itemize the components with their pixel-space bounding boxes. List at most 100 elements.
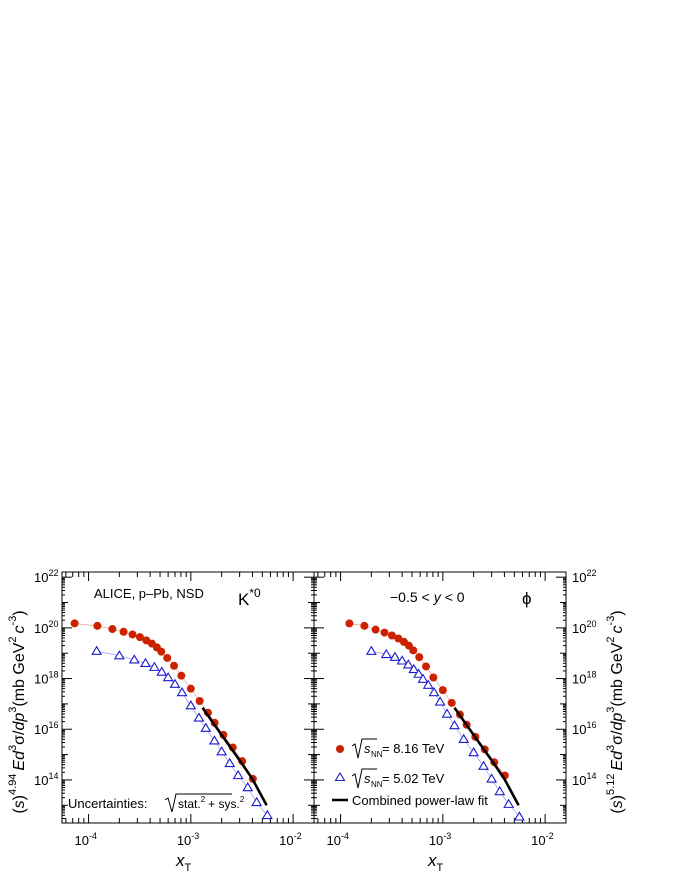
plot-frame-kstar [61, 571, 315, 824]
plot-frame-phi [313, 571, 567, 824]
data-point-5tev-kstar [200, 722, 212, 732]
data-point-5tev-kstar [208, 735, 220, 745]
svg-text:NN: NN [371, 780, 383, 789]
data-point-8tev-kstar [163, 653, 172, 662]
data-point-5tev-kstar [128, 654, 140, 664]
experiment-label: ALICE, p–Pb, NSD [94, 586, 204, 601]
data-point-8tev-kstar [93, 621, 102, 630]
y-tick-label-phi: 1014 [572, 771, 596, 788]
data-point-5tev-phi [494, 785, 506, 796]
svg-text:stat.2+ sys.2: stat.2 + sys.2 [178, 795, 245, 811]
rapidity-label: −0.5 < y < 0 [390, 589, 465, 605]
x-tick-label-kstar: 10-3 [177, 831, 199, 848]
y-tick-label-kstar: 1020 [34, 619, 58, 636]
data-point-5tev-phi [422, 679, 434, 689]
data-point-5tev-phi [468, 747, 480, 757]
data-point-8tev-phi [429, 673, 438, 682]
svg-text:Uncertainties:: Uncertainties: [68, 796, 147, 811]
data-point-5tev-phi [441, 708, 453, 718]
x-tick-label-phi: 10-4 [327, 831, 349, 848]
data-point-8tev-kstar [195, 697, 204, 706]
data-point-8tev-phi [415, 653, 424, 662]
x-axis-title-left: xT [175, 851, 192, 874]
data-point-5tev-phi [486, 773, 498, 783]
data-point-8tev-kstar [135, 633, 144, 642]
legend-marker-8tev [336, 745, 344, 753]
fit-line-kstar [201, 707, 268, 806]
y-axis-title-right: (s)5.12Ed3σ/dp3(mb GeV2c-3) [605, 610, 626, 813]
data-point-8tev-phi [422, 662, 431, 671]
svg-text:Combined power-law fit: Combined power-law fit [352, 793, 488, 808]
data-point-5tev-kstar [232, 769, 244, 780]
x-tick-label-kstar: 10-4 [75, 831, 97, 848]
data-point-5tev-phi [380, 648, 392, 659]
data-point-5tev-kstar [216, 746, 228, 756]
data-point-5tev-kstar [91, 645, 103, 655]
data-point-5tev-kstar [162, 671, 174, 682]
x-tick-label-phi: 10-2 [531, 831, 553, 848]
svg-text:(s)5.12Ed3σ/dp3(mb GeV2c-3): (s)5.12Ed3σ/dp3(mb GeV2c-3) [605, 610, 626, 813]
data-point-5tev-kstar [169, 678, 181, 688]
y-axis-title-left: (s)4.94Ed3σ/dp3(mb GeV2c-3) [7, 610, 28, 813]
legend-entry-fit: Combined power-law fit [332, 793, 488, 808]
panel-kstar: 10-4 10-3 10-2 1014 1016 1018 1020 1022 [34, 568, 315, 848]
data-point-5tev-phi [402, 659, 414, 669]
legend-entry-5tev: s NN = 5.02 TeV [334, 768, 445, 789]
series-line-8tev-kstar [74, 623, 254, 780]
data-point-8tev-kstar [170, 661, 179, 670]
data-point-5tev-phi [434, 696, 446, 706]
data-point-5tev-phi [389, 651, 401, 661]
data-point-8tev-kstar [70, 619, 79, 628]
fit-line-phi [453, 707, 520, 806]
data-point-8tev-phi [345, 619, 354, 628]
svg-text:s: s [364, 741, 371, 756]
data-point-8tev-phi [360, 621, 369, 630]
data-point-8tev-phi [409, 646, 418, 655]
data-point-5tev-kstar [176, 686, 188, 697]
legend-marker-5tev [334, 771, 346, 782]
data-point-5tev-kstar [224, 757, 236, 768]
y-tick-label-phi: 1018 [572, 670, 596, 687]
data-point-8tev-phi [438, 686, 447, 695]
y-tick-label-phi: 1020 [572, 619, 596, 636]
y-tick-label-kstar: 1022 [34, 568, 58, 585]
data-point-8tev-phi [387, 631, 396, 640]
data-point-5tev-kstar [261, 809, 273, 820]
data-point-5tev-phi [417, 673, 429, 683]
data-point-5tev-kstar [139, 657, 151, 667]
legend: s NN = 8.16 TeV s NN = 5.02 TeV Combined… [332, 738, 488, 808]
data-point-5tev-phi [503, 798, 515, 808]
data-point-5tev-phi [365, 645, 377, 655]
x-tick-label-phi: 10-3 [429, 831, 451, 848]
data-point-5tev-phi [449, 719, 460, 730]
legend-entry-8tev: s NN = 8.16 TeV [336, 738, 445, 759]
panel-phi: 10-4 10-3 10-2 1014 1016 1018 1020 1022 [313, 568, 596, 848]
data-point-5tev-kstar [251, 796, 263, 807]
y-tick-label-phi: 1016 [572, 720, 596, 737]
data-point-5tev-phi [458, 733, 470, 744]
svg-text:(s)4.94Ed3σ/dp3(mb GeV2c-3): (s)4.94Ed3σ/dp3(mb GeV2c-3) [7, 610, 28, 813]
x-axis-title-right: xT [427, 851, 444, 874]
y-tick-label-kstar: 1018 [34, 670, 58, 687]
x-tick-label-kstar: 10-2 [279, 831, 301, 848]
data-point-8tev-kstar [177, 671, 186, 680]
data-point-8tev-kstar [128, 630, 137, 639]
particle-label-phi: ϕ [522, 589, 532, 608]
particle-label-kstar: K*0 [238, 586, 261, 609]
data-point-5tev-kstar [193, 712, 205, 722]
y-tick-label-kstar: 1016 [34, 720, 58, 737]
data-point-5tev-kstar [156, 666, 168, 676]
data-point-8tev-kstar [119, 627, 128, 636]
data-point-5tev-kstar [242, 781, 254, 792]
uncertainty-label: Uncertainties: stat.2 + sys.2 [68, 793, 245, 813]
y-tick-label-kstar: 1014 [34, 771, 58, 788]
data-point-5tev-phi [478, 760, 490, 770]
data-point-8tev-kstar [186, 684, 195, 693]
data-point-8tev-phi [447, 698, 456, 707]
data-point-5tev-phi [396, 655, 408, 665]
data-point-8tev-phi [380, 628, 389, 637]
y-tick-label-phi: 1022 [572, 568, 596, 585]
data-point-5tev-phi [408, 663, 420, 674]
data-point-5tev-phi [513, 811, 525, 821]
svg-text:s: s [364, 771, 371, 786]
